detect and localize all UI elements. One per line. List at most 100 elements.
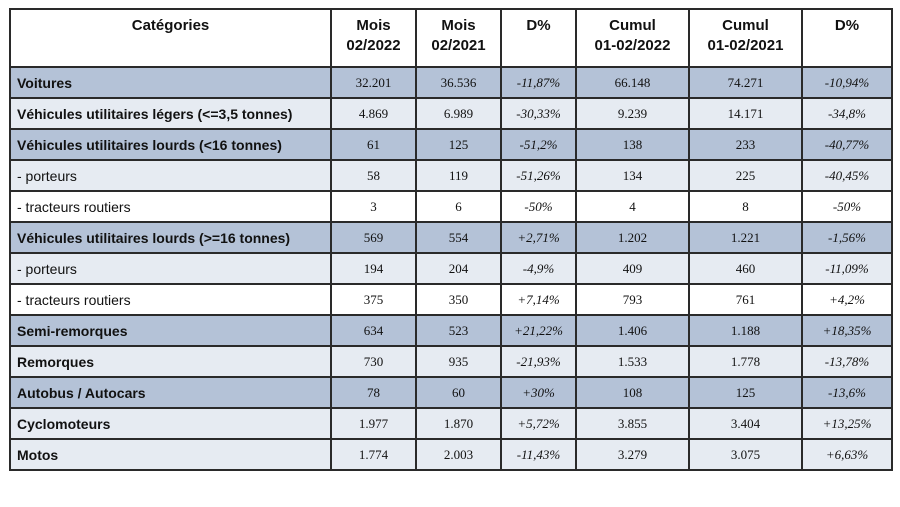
cell-category: Voitures (9, 66, 332, 99)
cell-month-delta: -11,43% (500, 438, 577, 471)
cell-category: Remorques (9, 345, 332, 378)
cell-month-2021: 1.870 (415, 407, 502, 440)
cell-cumul-delta: +13,25% (801, 407, 893, 440)
cell-category: - porteurs (9, 159, 332, 192)
cell-cumul-2022: 9.239 (575, 97, 690, 130)
cell-cumul-delta: -13,78% (801, 345, 893, 378)
cell-cumul-2022: 66.148 (575, 66, 690, 99)
cell-cumul-delta: -50% (801, 190, 893, 223)
cell-cumul-2022: 4 (575, 190, 690, 223)
cell-month-delta: +30% (500, 376, 577, 409)
table-row: Semi-remorques 634 523 +21,22% 1.406 1.188 +18… (9, 314, 893, 347)
cell-cumul-2021: 761 (688, 283, 803, 316)
header-month-delta: D% (500, 8, 577, 68)
cell-month-2022: 569 (330, 221, 417, 254)
cell-month-delta: +21,22% (500, 314, 577, 347)
cell-cumul-2021: 8 (688, 190, 803, 223)
table-row: Véhicules utilitaires légers (<=3,5 tonn… (9, 97, 893, 130)
cell-month-delta: -30,33% (500, 97, 577, 130)
cell-cumul-delta: +18,35% (801, 314, 893, 347)
table-row: - porteurs 58 119 -51,26% 134 225 -40,45% (9, 159, 893, 192)
cell-cumul-2022: 409 (575, 252, 690, 285)
cell-month-2022: 1.774 (330, 438, 417, 471)
cell-cumul-2021: 225 (688, 159, 803, 192)
header-cumul-delta: D% (801, 8, 893, 68)
cell-cumul-2021: 3.404 (688, 407, 803, 440)
table-row: - tracteurs routiers 3 6 -50% 4 8 -50% (9, 190, 893, 223)
cell-cumul-2022: 1.533 (575, 345, 690, 378)
table-row: Véhicules utilitaires lourds (<16 tonnes… (9, 128, 893, 161)
table-row: Motos 1.774 2.003 -11,43% 3.279 3.075 +6,63% (9, 438, 893, 471)
header-cumul-2021: Cumul 01-02/2021 (688, 8, 803, 68)
cell-cumul-2022: 1.406 (575, 314, 690, 347)
cell-month-delta: -11,87% (500, 66, 577, 99)
cell-category: Véhicules utilitaires lourds (>=16 tonne… (9, 221, 332, 254)
cell-month-2022: 730 (330, 345, 417, 378)
cell-month-2021: 6.989 (415, 97, 502, 130)
cell-month-2021: 523 (415, 314, 502, 347)
cell-cumul-delta: -10,94% (801, 66, 893, 99)
table-row: - porteurs 194 204 -4,9% 409 460 -11,09% (9, 252, 893, 285)
cell-month-2022: 3 (330, 190, 417, 223)
cell-cumul-2021: 233 (688, 128, 803, 161)
table-row: Véhicules utilitaires lourds (>=16 tonne… (9, 221, 893, 254)
header-month-2022: Mois 02/2022 (330, 8, 417, 68)
cell-month-2022: 4.869 (330, 97, 417, 130)
cell-month-delta: +5,72% (500, 407, 577, 440)
table-body: Voitures 32.201 36.536 -11,87% 66.148 74.271-… (9, 66, 893, 471)
cell-cumul-2021: 1.188 (688, 314, 803, 347)
cell-cumul-2022: 3.279 (575, 438, 690, 471)
cell-cumul-delta: -40,45% (801, 159, 893, 192)
cell-cumul-2021: 3.075 (688, 438, 803, 471)
cell-category: - tracteurs routiers (9, 190, 332, 223)
cell-category: Motos (9, 438, 332, 471)
table-row: - tracteurs routiers 375 350 +7,14% 793 761 +4… (9, 283, 893, 316)
cell-cumul-2022: 793 (575, 283, 690, 316)
cell-cumul-delta: -13,6% (801, 376, 893, 409)
cell-cumul-2021: 125 (688, 376, 803, 409)
statistics-table: Catégories Mois 02/2022 Mois 02/2021 D% Cu… (9, 8, 893, 471)
cell-cumul-2021: 74.271 (688, 66, 803, 99)
cell-month-delta: -51,26% (500, 159, 577, 192)
cell-month-2022: 375 (330, 283, 417, 316)
cell-cumul-2021: 1.221 (688, 221, 803, 254)
cell-month-delta: -4,9% (500, 252, 577, 285)
cell-cumul-2022: 1.202 (575, 221, 690, 254)
cell-month-2021: 119 (415, 159, 502, 192)
cell-month-2021: 554 (415, 221, 502, 254)
cell-category: Véhicules utilitaires légers (<=3,5 tonn… (9, 97, 332, 130)
cell-cumul-delta: +6,63% (801, 438, 893, 471)
cell-category: - tracteurs routiers (9, 283, 332, 316)
table-header: Catégories Mois 02/2022 Mois 02/2021 D% Cu… (9, 8, 893, 68)
table-row: Remorques 730 935 -21,93% 1.533 1.778 -13,78% (9, 345, 893, 378)
cell-cumul-2022: 134 (575, 159, 690, 192)
cell-month-2021: 350 (415, 283, 502, 316)
cell-cumul-2022: 108 (575, 376, 690, 409)
cell-category: Cyclomoteurs (9, 407, 332, 440)
cell-cumul-delta: -34,8% (801, 97, 893, 130)
cell-category: Véhicules utilitaires lourds (<16 tonnes… (9, 128, 332, 161)
cell-month-2021: 125 (415, 128, 502, 161)
cell-category: - porteurs (9, 252, 332, 285)
header-cumul-2022: Cumul 01-02/2022 (575, 8, 690, 68)
table-row: Voitures 32.201 36.536 -11,87% 66.148 74.271-… (9, 66, 893, 99)
cell-month-2021: 204 (415, 252, 502, 285)
cell-month-2021: 60 (415, 376, 502, 409)
cell-cumul-delta: -1,56% (801, 221, 893, 254)
cell-month-delta: +7,14% (500, 283, 577, 316)
cell-month-delta: -21,93% (500, 345, 577, 378)
cell-month-2022: 32.201 (330, 66, 417, 99)
cell-month-2022: 78 (330, 376, 417, 409)
cell-cumul-delta: +4,2% (801, 283, 893, 316)
cell-month-2021: 935 (415, 345, 502, 378)
table-row: Cyclomoteurs 1.977 1.870 +5,72% 3.855 3.404 +1… (9, 407, 893, 440)
cell-cumul-2021: 1.778 (688, 345, 803, 378)
cell-category: Autobus / Autocars (9, 376, 332, 409)
cell-cumul-2022: 3.855 (575, 407, 690, 440)
cell-month-delta: +2,71% (500, 221, 577, 254)
cell-month-2021: 2.003 (415, 438, 502, 471)
cell-cumul-delta: -11,09% (801, 252, 893, 285)
cell-month-2022: 58 (330, 159, 417, 192)
cell-month-2021: 6 (415, 190, 502, 223)
header-row: Catégories Mois 02/2022 Mois 02/2021 D% Cu… (9, 8, 893, 68)
